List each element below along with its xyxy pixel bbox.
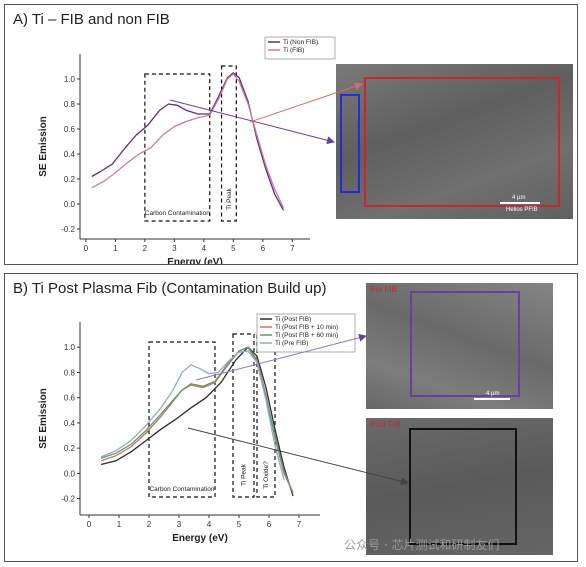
x-tick-label: 3 [172,244,177,253]
legend-entry: Ti (FIB) [283,47,304,54]
y-tick-label: 0.4 [64,419,76,428]
x-tick-label: 1 [117,520,122,529]
chart-b: -0.2 0.0 0.2 0.4 0.6 0.8 1.0 0 1 2 3 4 5 6 7 Energy (eV… [38,313,356,544]
y-axis-label: SE Emission [38,116,49,177]
sem-instrument-label: Helios PFIB [506,207,538,213]
panel-b-title: B) Ti Post Plasma Fib (Contamination Bui… [13,280,327,297]
x-tick-label: 3 [177,520,182,529]
annotation-label: Ti Peak [241,463,248,486]
y-axis-label: SE Emission [38,388,49,449]
y-tick-label: 1.0 [64,343,76,352]
annotation-label: Carbon Contamination [145,210,210,217]
sem-tag-pre: Pre FIB [370,285,398,294]
x-tick-label: 4 [207,520,212,529]
x-tick-label: 6 [267,520,272,529]
legend-entry: Ti (Pre FIB) [275,340,308,347]
series-line [100,346,294,494]
panel-b: B) Ti Post Plasma Fib (Contamination Bui… [4,273,578,562]
x-tick-label: 0 [87,520,92,529]
annotation-box [144,73,211,222]
y-tick-label: 0.8 [64,368,76,377]
sem-scale-label-pre: 4 µm [486,391,500,397]
series-line [91,73,285,209]
annotation-box [232,333,255,498]
x-tick-label: 4 [202,244,207,253]
legend: Ti (Post FIB)Ti (Post FIB + 10 min)Ti (P… [256,313,356,353]
x-tick-label: 5 [237,520,242,529]
x-tick-label: 6 [261,244,266,253]
sem-region-fib [364,77,560,207]
panel-a-title: A) Ti – FIB and non FIB [13,11,170,28]
y-tick-label: 0.0 [64,469,76,478]
sem-scalebar-pre [474,398,510,400]
y-tick-label: 0.6 [64,394,76,403]
x-tick-label: 2 [143,244,148,253]
sem-region-post [409,428,517,545]
sem-image-pre: Pre FIB 4 µm [366,283,553,409]
x-axis-label: Energy (eV) [167,257,223,264]
legend-box [264,36,336,60]
x-tick-label: 2 [147,520,152,529]
series-line [100,346,294,497]
legend-entry: Ti (Post FIB + 60 min) [275,332,338,339]
y-tick-label: 0.4 [64,150,76,159]
series-line [91,71,285,211]
annotation-label: Ti Oxide? [263,461,270,489]
sem-image-post: Post FIB [366,418,553,555]
sem-region-pre [410,291,520,397]
x-tick-label: 0 [84,244,89,253]
legend-entry: Ti (Non FIB) [283,39,318,46]
x-tick-label: 5 [231,244,236,253]
x-axis-label: Energy (eV) [172,533,228,544]
sem-image-a: 4 µm Helios PFIB [336,64,573,219]
y-tick-label: -0.2 [61,495,75,504]
annotation-box [148,341,216,498]
chart-a: -0.2 0.0 0.2 0.4 0.6 0.8 1.0 0 1 2 3 4 5 6 7 Energy (eV… [38,36,336,264]
legend-entry: Ti (Post FIB) [275,316,311,323]
y-tick-label: -0.2 [61,225,75,234]
sem-tag-post: Post FIB [370,420,401,429]
annotation-box [220,65,237,222]
y-tick-label: 0.2 [64,175,76,184]
sem-region-nonfib [340,94,360,193]
y-tick-label: 1.0 [64,75,76,84]
y-tick-label: 0.8 [64,100,76,109]
annotation-label: Ti Peak [226,187,233,210]
watermark: 公众号 · 芯片测试和研制友们 [344,538,500,552]
legend: Ti (Non FIB)Ti (FIB) [264,36,336,60]
y-tick-label: 0.0 [64,200,76,209]
y-tick-label: 0.6 [64,125,76,134]
legend-entry: Ti (Post FIB + 10 min) [275,324,338,331]
x-tick-label: 1 [113,244,118,253]
panel-a: A) Ti – FIB and non FIB -0.2 0.0 0.2 0.4 0.6… [4,4,578,265]
annotation-label: Carbon Contamination [149,486,214,493]
x-tick-label: 7 [297,520,302,529]
sem-scale-label: 4 µm [512,195,526,201]
sem-scalebar [500,202,540,204]
y-tick-label: 0.2 [64,444,76,453]
x-tick-label: 7 [290,244,295,253]
